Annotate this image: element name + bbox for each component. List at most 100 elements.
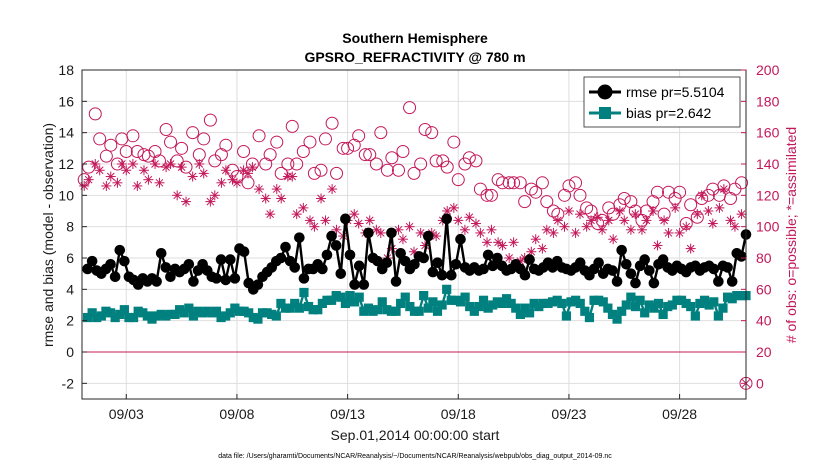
assimilated-obs-point (404, 221, 415, 232)
rmse-point (220, 274, 231, 286)
bias-point (621, 300, 631, 310)
possible-obs-point (270, 135, 284, 149)
bias-point (350, 297, 360, 307)
bias-point (142, 311, 152, 321)
asterisk-stroke (255, 185, 263, 193)
bias-point (603, 303, 613, 313)
asterisk-stroke (432, 232, 440, 240)
rmse-point (114, 244, 126, 256)
asterisk-stroke (708, 219, 717, 228)
bias-point (649, 303, 659, 313)
rmse-series (82, 213, 752, 295)
asterisk-stroke (144, 175, 153, 184)
possible-obs-point (119, 144, 133, 158)
rmse-point (736, 251, 747, 262)
possible-obs-point (285, 119, 299, 133)
assimilated-obs-point (276, 193, 287, 204)
possible-obs-point (82, 160, 96, 174)
bias-point (653, 298, 664, 309)
rmse-point (644, 265, 655, 276)
possible-obs-point (347, 138, 361, 152)
y-right-tick-label: 0 (756, 375, 764, 391)
rmse-point (657, 254, 669, 265)
possible-obs-point (580, 201, 594, 215)
rmse-point (183, 258, 195, 270)
rmse-point (611, 276, 623, 287)
assimilated-obs-point (725, 215, 736, 226)
bias-point (552, 295, 562, 305)
assimilated-obs-point (150, 159, 161, 169)
assimilated-obs-point (475, 227, 486, 238)
rmse-point (340, 213, 351, 225)
rmse-point (478, 263, 489, 275)
bias-point (377, 297, 387, 307)
rmse-point (409, 258, 420, 270)
asterisk-stroke (228, 175, 237, 184)
possible-obs-point (507, 176, 521, 190)
rmse-point (620, 258, 632, 270)
assimilated-obs-point (663, 227, 674, 238)
possible-obs-point (263, 148, 277, 162)
assimilated-obs-point (138, 165, 149, 176)
bias-point (359, 306, 369, 316)
rmse-point (151, 276, 162, 287)
rmse-point (155, 248, 167, 259)
rmse-point (358, 279, 370, 290)
bias-point (713, 311, 723, 321)
asterisk-stroke (686, 244, 695, 253)
y-right-tick-label: 120 (756, 187, 780, 203)
asterisk-stroke (653, 241, 662, 250)
bias-point (276, 298, 286, 309)
rmse-point (524, 254, 535, 265)
asterisk-stroke (571, 229, 580, 237)
assimilated-obs-point (630, 209, 641, 220)
assimilated-obs-point (327, 184, 338, 195)
chart-subtitle: GPSRO_REFRACTIVITY @ 780 m (304, 49, 525, 65)
asterisk-stroke (95, 166, 104, 175)
assimilated-obs-point (548, 227, 559, 238)
bias-point (285, 303, 295, 313)
rmse-point (455, 233, 466, 245)
asterisk-stroke (693, 210, 702, 218)
rmse-point (708, 263, 720, 275)
assimilated-obs-point (592, 212, 603, 223)
possible-obs-point (535, 176, 549, 190)
assimilated-obs-point (641, 215, 652, 226)
assimilated-obs-point (614, 206, 625, 216)
assimilated-obs-point (470, 218, 481, 229)
bias-point (704, 300, 714, 310)
assimilated-obs-point (714, 202, 725, 213)
bias-point (156, 309, 166, 319)
asterisk-stroke (405, 222, 414, 231)
assimilated-obs-point (559, 221, 570, 232)
possible-obs-point (546, 204, 560, 218)
bias-point (589, 295, 599, 305)
bias-point (101, 306, 111, 316)
rmse-point (165, 271, 176, 283)
assimilated-obs-point (703, 206, 714, 216)
asterisk-stroke (704, 207, 713, 215)
assimilated-obs-point (570, 227, 581, 238)
rmse-point (344, 249, 356, 261)
legend: rmse pr=5.5104 bias pr=2.642 (583, 76, 741, 128)
x-tick-label: 09/23 (551, 406, 586, 422)
y-tick-label: 14 (58, 125, 74, 141)
possible-obs-point (518, 195, 532, 209)
bias-point (414, 306, 424, 316)
assimilated-obs-point (448, 202, 459, 213)
possible-obs-point (88, 107, 102, 121)
asterisk-stroke (233, 178, 241, 187)
possible-obs-point (414, 157, 428, 171)
rmse-point (386, 227, 397, 239)
asterisk-stroke (376, 229, 385, 237)
asterisk-stroke (538, 244, 547, 253)
rmse-point (450, 258, 462, 270)
assimilated-obs-point (652, 240, 663, 251)
asterisk-stroke (627, 225, 635, 234)
bias-point (82, 312, 93, 323)
assimilated-obs-point (271, 184, 282, 195)
possible-obs-point (440, 160, 454, 174)
asterisk-stroke (675, 229, 684, 237)
y-right-tick-label: 80 (756, 250, 772, 266)
bias-point (635, 295, 645, 305)
